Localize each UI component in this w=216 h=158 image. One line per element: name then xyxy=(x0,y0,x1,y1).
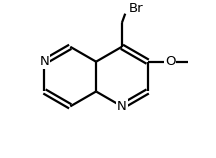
Text: N: N xyxy=(40,55,49,68)
Text: Br: Br xyxy=(129,2,144,15)
Text: O: O xyxy=(165,55,175,68)
Text: N: N xyxy=(117,100,127,113)
